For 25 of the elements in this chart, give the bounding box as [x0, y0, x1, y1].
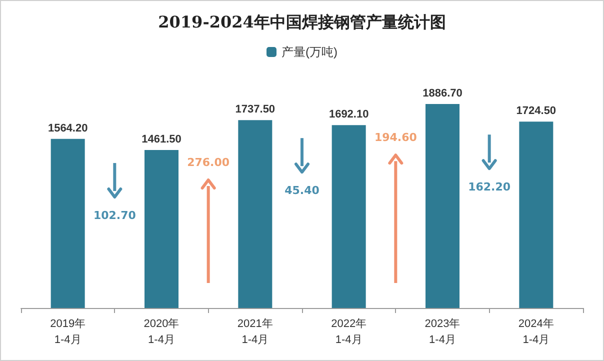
x-tick-label: 2022年 1-4月	[331, 318, 367, 346]
annotation: 102.70	[93, 209, 136, 222]
bar	[332, 125, 366, 308]
annotation: 194.60	[374, 131, 418, 144]
bar	[426, 104, 460, 308]
bar	[519, 122, 554, 308]
annotation: 162.20	[468, 180, 511, 194]
data-label: 1461.50	[142, 134, 182, 146]
data-label: 1692.10	[328, 108, 369, 121]
bar	[50, 138, 85, 308]
x-tick-label: 2023年 1-4月	[424, 318, 460, 346]
data-label: 1886.70	[422, 88, 462, 100]
x-tick-label: 2024年 1-4月	[518, 318, 554, 346]
x-tick-label: 2019年 1-4月	[50, 318, 86, 346]
data-label: 1724.50	[516, 105, 556, 118]
x-tick-label: 2020年 1-4月	[144, 318, 180, 346]
data-label: 1564.20	[48, 122, 88, 134]
x-tick-label: 2021年 1-4月	[237, 318, 273, 346]
legend-label: 产量(万吨)	[282, 45, 338, 59]
data-label: 1737.50	[235, 104, 276, 116]
annotation: 45.40	[284, 184, 320, 198]
bar	[144, 150, 178, 308]
bar	[238, 120, 272, 308]
chart-title: 2019-2024年中国焊接钢管产量统计图	[158, 12, 446, 32]
annotation: 276.00	[187, 156, 230, 170]
